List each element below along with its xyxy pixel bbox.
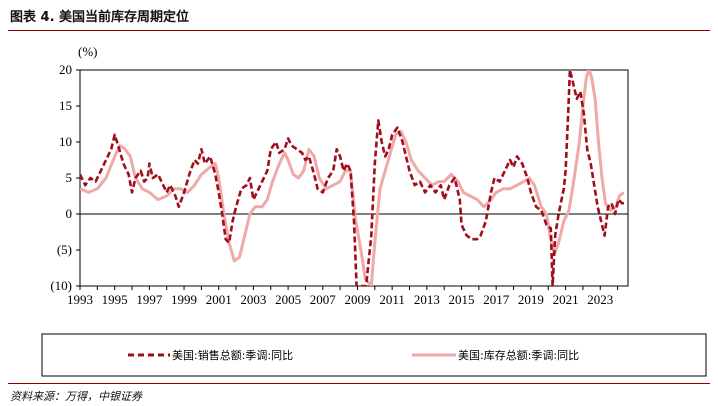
y-tick-label: 20	[59, 62, 72, 77]
x-tick-label: 1999	[171, 292, 197, 307]
series-line-inventory	[80, 70, 625, 286]
x-tick-label: 1997	[136, 292, 163, 307]
x-tick-label: 2015	[449, 292, 475, 307]
y-tick-label: 15	[59, 98, 72, 113]
x-tick-label: 2021	[553, 292, 579, 307]
plot-frame	[79, 69, 629, 287]
legend-label-sales: 美国:销售总额:季调:同比	[172, 348, 293, 362]
source-rule	[8, 383, 710, 384]
x-axis: 1993 1995 1997 1999 2001 2003 2005 2007 2009 2011…	[67, 213, 628, 307]
y-tick-label: (5)	[57, 242, 72, 257]
series-layer	[80, 70, 625, 286]
x-tick-label: 2005	[275, 292, 301, 307]
y-axis-unit: (%)	[78, 44, 98, 59]
y-tick-label: 5	[66, 170, 73, 185]
legend-box	[41, 333, 707, 377]
x-tick-label: 2019	[518, 292, 544, 307]
x-tick-label: 1993	[67, 292, 93, 307]
title-rule	[8, 30, 710, 31]
figure-title: 图表 4. 美国当前库存周期定位	[10, 10, 190, 25]
y-tick-label: 0	[66, 206, 73, 221]
series-line-sales	[80, 70, 625, 286]
x-tick-label: 2009	[344, 292, 370, 307]
y-tick-label: (10)	[50, 278, 72, 293]
y-axis: 20 15 10 5 0 (5) (10)	[50, 62, 80, 293]
x-tick-label: 2017	[483, 292, 510, 307]
x-tick-label: 2001	[206, 292, 232, 307]
x-tick-label: 2023	[587, 292, 613, 307]
source-note: 资料来源：万得，中银证券	[10, 390, 142, 403]
x-tick-label: 1995	[102, 292, 128, 307]
x-tick-label: 2013	[414, 292, 440, 307]
legend-label-inventory: 美国:库存总额:季调:同比	[458, 348, 579, 362]
y-tick-label: 10	[59, 134, 72, 149]
x-tick-label: 2003	[240, 292, 266, 307]
x-tick-label: 2011	[379, 292, 405, 307]
x-tick-label: 2007	[310, 292, 337, 307]
